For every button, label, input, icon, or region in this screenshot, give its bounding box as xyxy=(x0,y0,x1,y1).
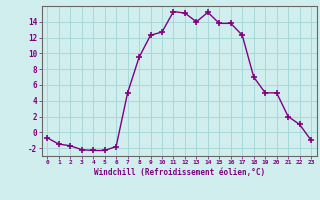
X-axis label: Windchill (Refroidissement éolien,°C): Windchill (Refroidissement éolien,°C) xyxy=(94,168,265,177)
